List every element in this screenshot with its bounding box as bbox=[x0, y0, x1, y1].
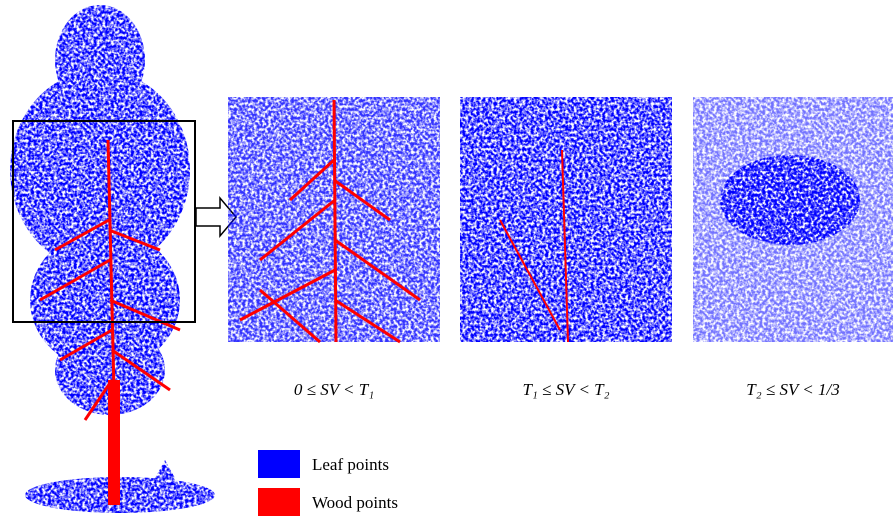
legend-swatch bbox=[258, 488, 300, 516]
panel-2 bbox=[460, 97, 672, 343]
legend-label: Wood points bbox=[312, 493, 398, 512]
legend: Leaf points Wood points bbox=[258, 450, 398, 516]
tree-full bbox=[10, 5, 237, 513]
legend-swatch bbox=[258, 450, 300, 478]
panel-3 bbox=[693, 97, 893, 342]
caption: T₁ ≤ SV < T₂ bbox=[522, 380, 609, 399]
legend-label: Leaf points bbox=[312, 455, 389, 474]
caption: 0 ≤ SV < T₁ bbox=[294, 380, 374, 399]
caption: T₂ ≤ SV < 1/3 bbox=[746, 380, 839, 399]
panel-1 bbox=[228, 97, 440, 344]
